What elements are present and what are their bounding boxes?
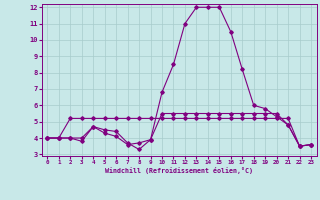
X-axis label: Windchill (Refroidissement éolien,°C): Windchill (Refroidissement éolien,°C) (105, 167, 253, 174)
